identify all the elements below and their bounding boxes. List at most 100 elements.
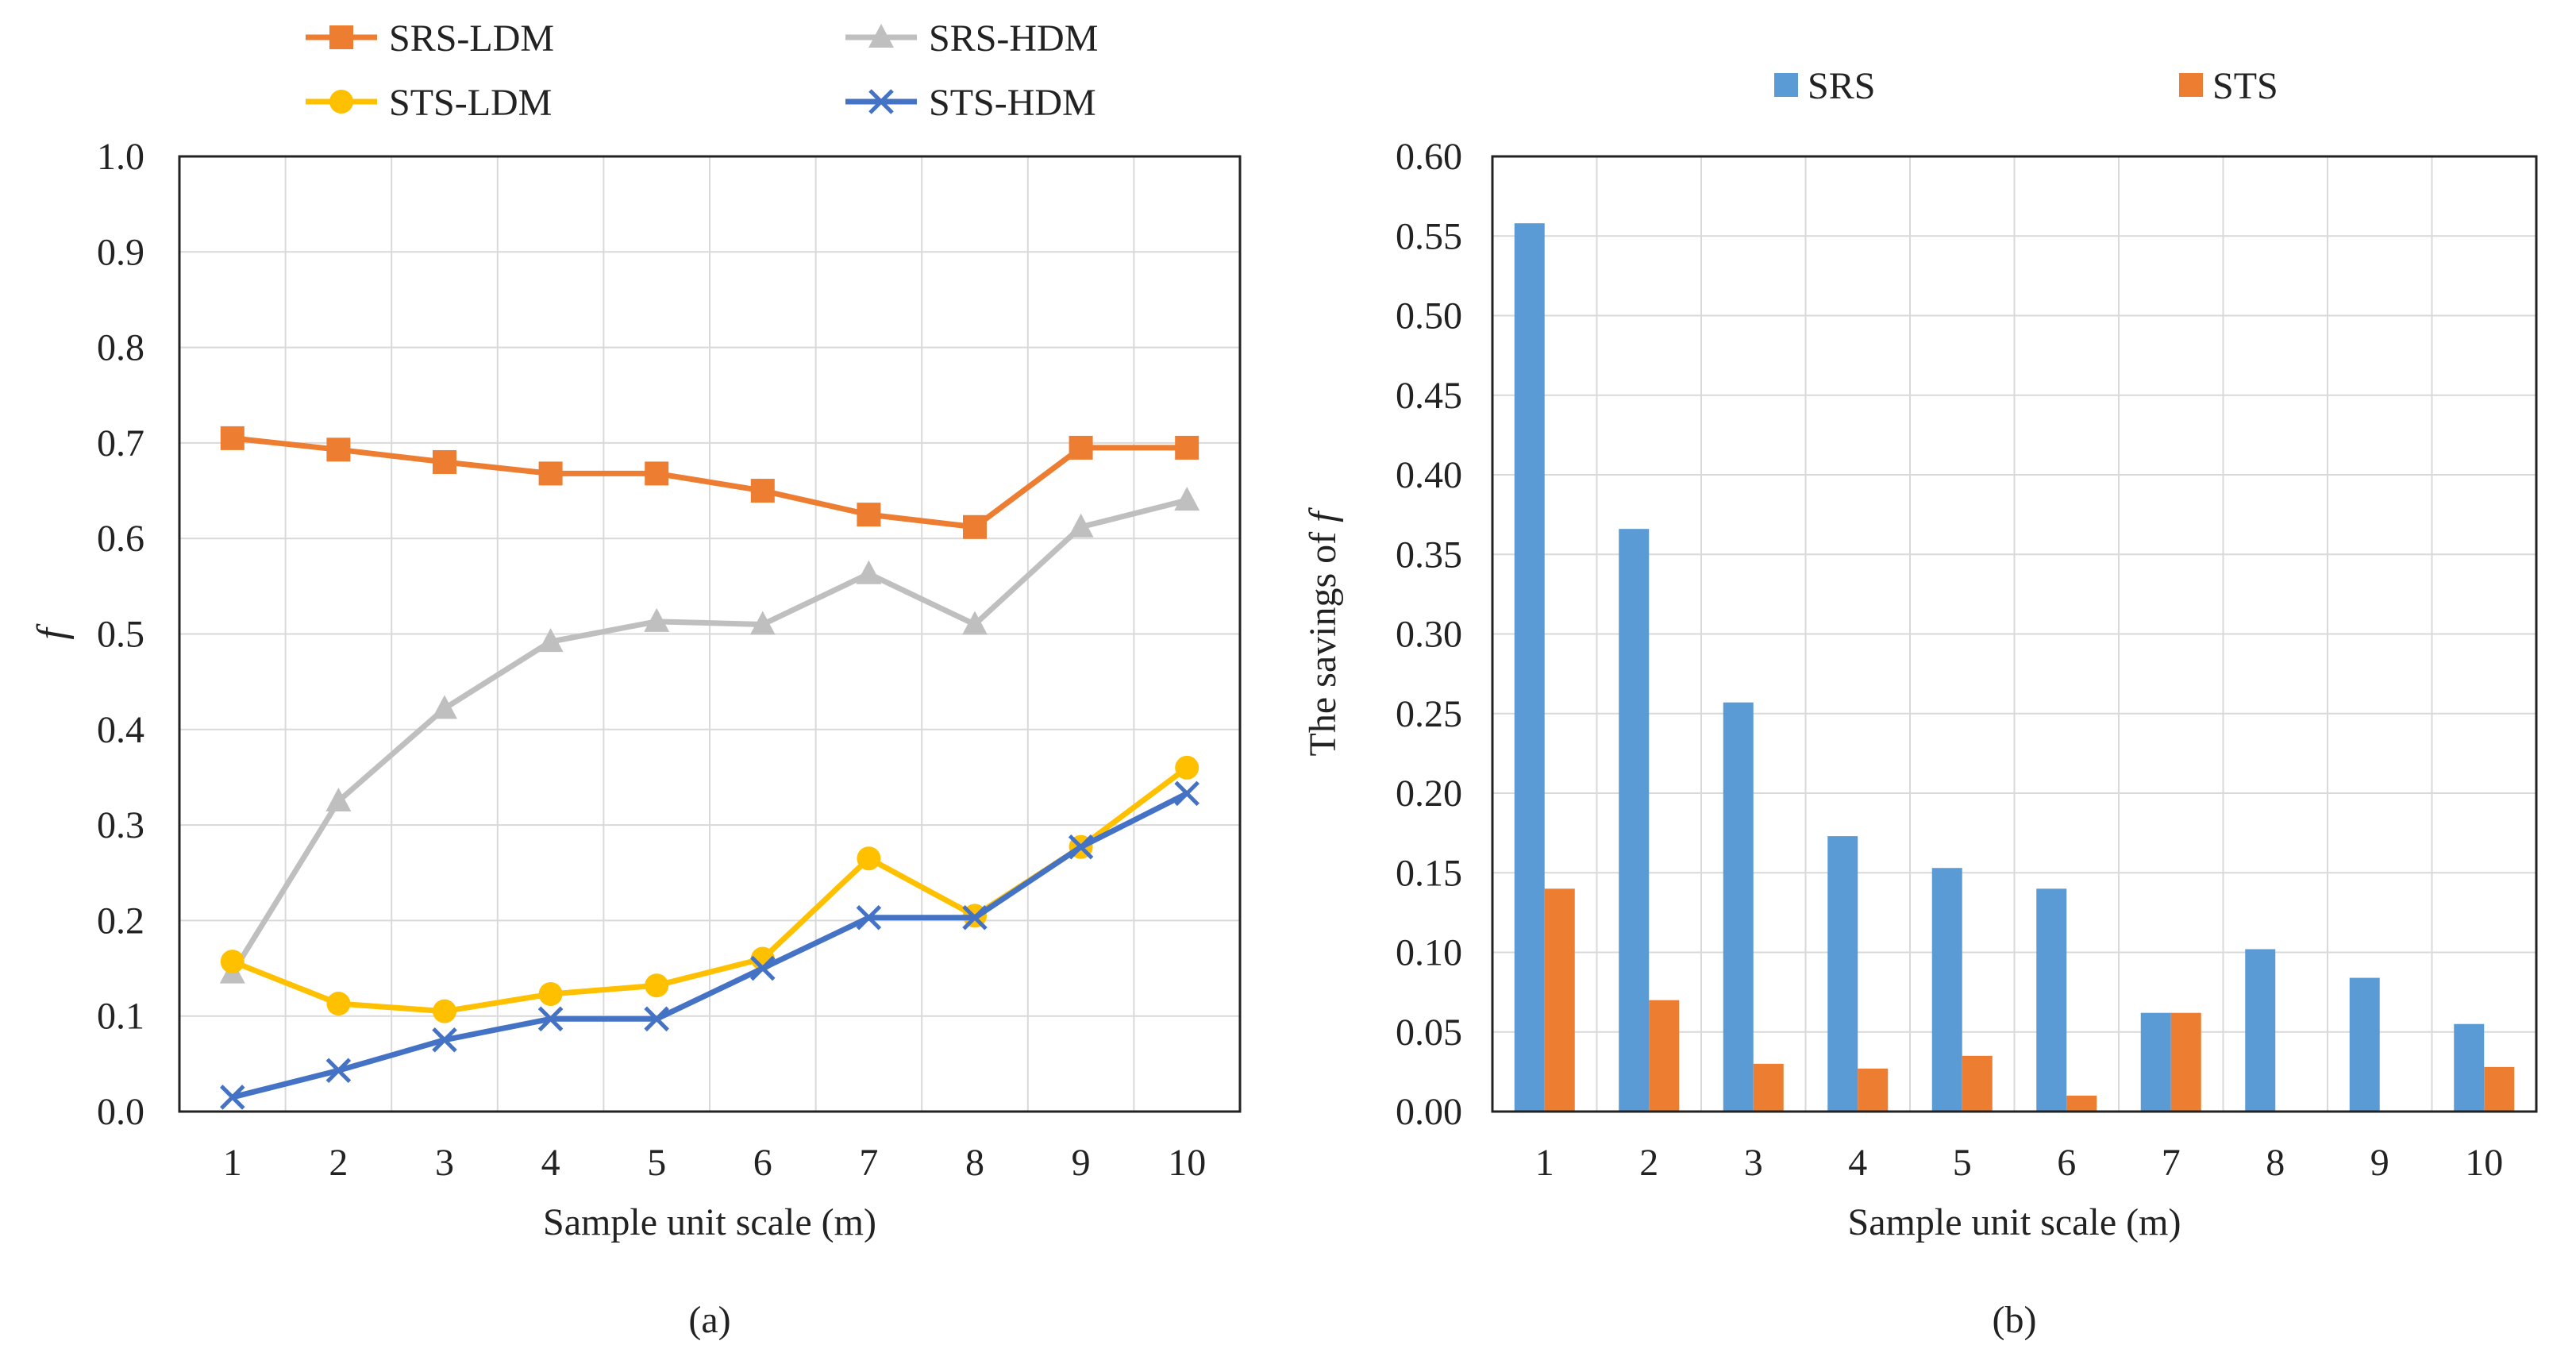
y-tick-label: 0.40 bbox=[1396, 454, 1462, 496]
y-tick-label: 0.6 bbox=[97, 518, 144, 560]
x-tick-label: 8 bbox=[965, 1142, 984, 1184]
y-axis-label: f bbox=[29, 623, 75, 640]
bar-sts bbox=[1858, 1068, 1889, 1112]
y-tick-label: 0.60 bbox=[1396, 136, 1462, 178]
data-point-sts-ldm bbox=[326, 992, 351, 1016]
x-tick-label: 4 bbox=[1848, 1142, 1867, 1184]
y-tick-label: 0.4 bbox=[97, 709, 144, 751]
data-point-srs-hdm bbox=[962, 611, 988, 635]
panel-label-b: (b) bbox=[1993, 1299, 2037, 1341]
y-tick-label: 0.2 bbox=[97, 900, 144, 942]
x-tick-label: 1 bbox=[1535, 1142, 1554, 1184]
y-tick-label: 0.20 bbox=[1396, 773, 1462, 815]
series-line-srs-hdm bbox=[229, 497, 1188, 975]
y-tick-label: 0.1 bbox=[97, 996, 144, 1038]
data-point-sts-hdm bbox=[220, 1085, 245, 1110]
y-tick-label: 0.05 bbox=[1396, 1012, 1462, 1054]
data-point-srs-hdm bbox=[749, 611, 776, 635]
data-point-sts-hdm bbox=[962, 905, 988, 931]
x-axis-label: Sample unit scale (m) bbox=[543, 1201, 876, 1243]
bar-srs bbox=[1827, 836, 1858, 1112]
bar-sts bbox=[2066, 1095, 2097, 1112]
data-point-srs-ldm bbox=[433, 449, 456, 474]
legend-label: SRS-HDM bbox=[929, 17, 1098, 60]
data-point-sts-ldm bbox=[857, 846, 881, 871]
data-point-sts-hdm bbox=[1174, 780, 1199, 807]
legend-swatch bbox=[2179, 73, 2203, 97]
x-tick-label: 1 bbox=[223, 1142, 242, 1184]
y-axis-label-variable: f bbox=[1302, 507, 1344, 522]
y-tick-label: 0.7 bbox=[97, 422, 144, 464]
legend-item-srs-hdm: SRS-HDM bbox=[845, 17, 1098, 60]
y-tick-label: 1.0 bbox=[97, 136, 144, 178]
x-tick-label: 7 bbox=[859, 1142, 878, 1184]
x-tick-label: 2 bbox=[1639, 1142, 1658, 1184]
y-tick-label: 0.50 bbox=[1396, 295, 1462, 337]
plot-area-frame bbox=[1491, 155, 2538, 1113]
series-line-srs-ldm bbox=[232, 435, 1188, 530]
data-point-sts-ldm bbox=[433, 999, 456, 1023]
data-point-srs-hdm bbox=[1068, 513, 1094, 538]
y-tick-label: 0.3 bbox=[97, 804, 144, 846]
x-tick-label: 10 bbox=[2465, 1142, 2503, 1184]
y-tick-label: 0.0 bbox=[97, 1091, 144, 1133]
bar-chart-panel-b: 0.00 0.05 0.10 0.15 0.20 0.25 0.30 0.35 0.40 0.45… bbox=[1302, 65, 2538, 1341]
y-axis-label: The savings of f bbox=[1302, 507, 1344, 757]
legend-label: STS-LDM bbox=[389, 82, 552, 124]
y-tick-label: 0.8 bbox=[97, 327, 144, 369]
legend-item-srs: SRS bbox=[1774, 65, 1875, 107]
data-point-srs-hdm bbox=[325, 788, 352, 812]
bar-sts bbox=[2170, 1012, 2201, 1112]
x-tick-label: 6 bbox=[2057, 1142, 2076, 1184]
x-tick-label: 7 bbox=[2162, 1142, 2181, 1184]
x-tick-label: 10 bbox=[1168, 1142, 1206, 1184]
data-point-sts-ldm bbox=[1175, 755, 1199, 780]
data-point-srs-ldm bbox=[750, 479, 775, 503]
series-line-sts-hdm bbox=[231, 791, 1188, 1100]
x-axis-label: Sample unit scale (m) bbox=[1848, 1201, 2181, 1243]
bar-sts bbox=[1962, 1055, 1993, 1112]
data-point-srs-ldm bbox=[326, 437, 351, 462]
x-tick-label: 5 bbox=[647, 1142, 666, 1184]
legend-marker bbox=[329, 25, 353, 49]
legend-label: SRS bbox=[1808, 65, 1875, 107]
y-axis-label-text: The savings of bbox=[1302, 522, 1344, 757]
bar-srs bbox=[1514, 223, 1545, 1112]
data-point-srs-hdm bbox=[1174, 487, 1200, 511]
y-tick-label: 0.45 bbox=[1396, 375, 1462, 417]
bar-srs bbox=[2140, 1012, 2171, 1112]
data-point-sts-hdm bbox=[537, 1006, 564, 1032]
bar-srs bbox=[2454, 1023, 2485, 1112]
legend-label: STS-HDM bbox=[929, 82, 1096, 124]
data-point-srs-ldm bbox=[857, 503, 881, 527]
data-point-srs-hdm bbox=[856, 560, 882, 584]
x-tick-label: 3 bbox=[435, 1142, 454, 1184]
x-tick-label: 9 bbox=[2370, 1142, 2389, 1184]
legend-swatch bbox=[1774, 73, 1798, 97]
data-point-srs-hdm bbox=[537, 628, 564, 653]
data-point-srs-ldm bbox=[1069, 435, 1093, 460]
data-point-sts-ldm bbox=[538, 982, 563, 1007]
legend-item-sts-hdm: STS-HDM bbox=[845, 82, 1096, 124]
y-tick-label: 0.9 bbox=[97, 231, 144, 273]
bar-sts bbox=[1649, 1000, 1680, 1112]
x-tick-label: 3 bbox=[1744, 1142, 1763, 1184]
legend-item-sts-ldm: STS-LDM bbox=[306, 82, 552, 124]
x-tick-label: 4 bbox=[541, 1142, 560, 1184]
x-tick-label: 2 bbox=[329, 1142, 348, 1184]
bar-sts bbox=[1544, 888, 1575, 1112]
legend-label: STS bbox=[2212, 65, 2278, 107]
legend-marker bbox=[868, 89, 894, 114]
y-tick-label: 0.10 bbox=[1396, 932, 1462, 974]
data-point-srs-ldm bbox=[645, 461, 669, 486]
legend-marker bbox=[329, 90, 353, 114]
y-tick-label: 0.15 bbox=[1396, 852, 1462, 894]
line-chart-panel-a: 0.0 0.1 0.2 0.3 0.4 0.5 0.6 0.7 0.8 0.9 1.0 1 2 3 4 5 6 7… bbox=[29, 17, 1242, 1341]
bar-srs bbox=[2036, 888, 2067, 1112]
x-tick-label: 6 bbox=[753, 1142, 772, 1184]
data-point-sts-hdm bbox=[750, 955, 776, 981]
y-tick-label: 0.25 bbox=[1396, 693, 1462, 735]
data-point-sts-hdm bbox=[1068, 834, 1094, 860]
bar-srs bbox=[1723, 702, 1754, 1112]
